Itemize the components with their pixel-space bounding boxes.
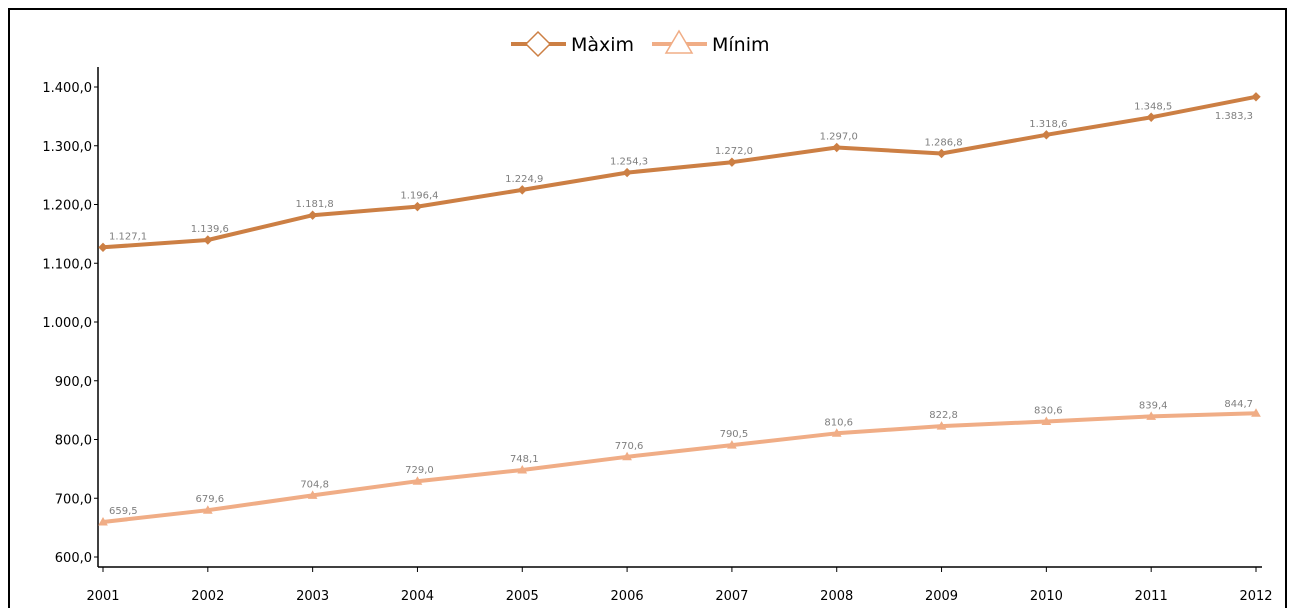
x-tick-label: 2010 (1030, 589, 1063, 604)
series-layer: 1.127,1 1.139,6 1.181,8 1.196,4 1.224,9 1.254… (98, 92, 1261, 526)
diamond-icon (524, 30, 552, 58)
data-point (203, 235, 213, 245)
data-point (622, 451, 632, 461)
data-point (307, 490, 318, 499)
x-tick-label: 2004 (401, 589, 434, 604)
data-point (831, 428, 842, 437)
data-point (727, 157, 737, 167)
data-label: 1.383,3 (1215, 111, 1253, 122)
data-point (202, 505, 213, 514)
y-tick-label: 1.300,0 (42, 140, 92, 155)
data-label: 1.196,4 (400, 191, 438, 202)
data-point (936, 421, 947, 430)
data-label: 1.139,6 (191, 224, 229, 235)
data-label: 790,5 (720, 429, 749, 440)
triangle-icon (664, 29, 694, 54)
series-line (101, 411, 1258, 524)
y-tick-label: 900,0 (55, 375, 92, 390)
x-tick-label: 2009 (925, 589, 958, 604)
data-point (98, 242, 108, 253)
legend-label: Mínim (712, 34, 770, 56)
y-tick-label: 1.200,0 (42, 199, 92, 214)
x-tick-label: 2005 (506, 589, 539, 604)
data-label: 748,1 (510, 454, 539, 465)
axes: 600,0 700,0 800,0 900,0 1.000,0 1.100,0 1.200,… (42, 67, 1273, 604)
x-tick-label: 2007 (715, 589, 748, 604)
data-label: 1.348,5 (1134, 101, 1172, 112)
data-label: 810,6 (824, 417, 853, 428)
data-label: 1.127,1 (109, 231, 147, 242)
data-point (1146, 411, 1157, 420)
data-label: 839,4 (1139, 400, 1168, 411)
data-label: 729,0 (405, 465, 434, 476)
legend-item: Mínim (652, 29, 770, 56)
data-point (1041, 416, 1052, 426)
data-label: 1.272,0 (715, 146, 753, 157)
data-label: 770,6 (615, 441, 644, 452)
y-tick-label: 1.000,0 (42, 316, 92, 331)
data-point (936, 148, 947, 159)
data-point (517, 185, 527, 195)
data-label: 704,8 (300, 479, 329, 490)
legend: Màxim Mínim (511, 29, 770, 58)
data-point (98, 517, 108, 526)
x-tick-label: 2002 (191, 589, 224, 604)
legend-item: Màxim (511, 30, 634, 58)
data-label: 1.181,8 (296, 199, 334, 210)
x-tick-label: 2011 (1135, 589, 1168, 604)
data-point (622, 167, 632, 178)
data-label: 1.224,9 (505, 174, 543, 185)
series-minim: 659,5 679,6 704,8 729,0 748,1 770,6 790,5 810,6… (98, 399, 1261, 526)
x-tick-label: 2008 (820, 589, 853, 604)
data-label: 1.318,6 (1029, 119, 1067, 130)
data-point (1041, 130, 1052, 140)
data-label: 844,7 (1224, 399, 1253, 410)
data-label: 1.297,0 (820, 132, 858, 143)
y-tick-label: 800,0 (55, 434, 92, 449)
y-tick-label: 1.400,0 (42, 81, 92, 96)
data-label: 679,6 (195, 494, 224, 505)
data-point (1251, 92, 1261, 102)
y-tick-label: 700,0 (55, 492, 92, 507)
data-label: 1.286,8 (924, 138, 962, 149)
data-label: 1.254,3 (610, 157, 648, 168)
x-tick-label: 2012 (1239, 589, 1272, 604)
data-point (412, 201, 423, 212)
data-point (1251, 408, 1261, 417)
y-tick-label: 1.100,0 (42, 257, 92, 272)
data-point (307, 210, 318, 220)
legend-label: Màxim (571, 34, 634, 56)
x-tick-label: 2001 (86, 589, 119, 604)
data-label: 830,6 (1034, 406, 1063, 417)
data-point (412, 476, 423, 485)
data-label: 822,8 (929, 410, 958, 421)
x-tick-label: 2003 (296, 589, 329, 604)
data-point (727, 440, 737, 449)
data-point (832, 142, 842, 153)
y-tick-label: 600,0 (55, 551, 92, 566)
series-line (101, 94, 1258, 250)
data-point (517, 464, 528, 474)
data-label: 659,5 (109, 506, 138, 517)
x-tick-label: 2006 (611, 589, 644, 604)
data-point (1146, 112, 1156, 122)
series-maxim: 1.127,1 1.139,6 1.181,8 1.196,4 1.224,9 1.254… (98, 92, 1261, 253)
